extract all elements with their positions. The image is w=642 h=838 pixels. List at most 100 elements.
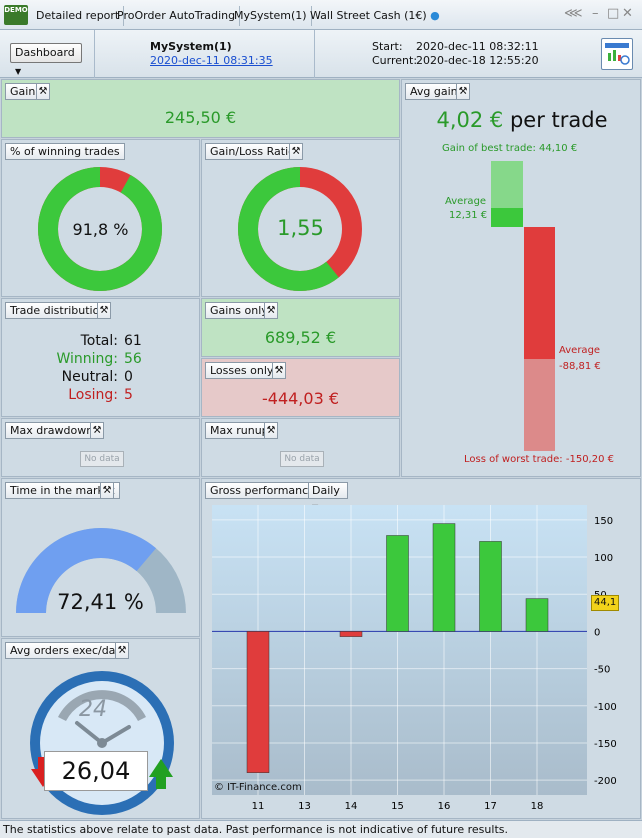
trade-dist-list: Total: 61 Winning: 56 Neutral: 0 Losing: 5 <box>2 332 201 404</box>
system-name: MySystem(1) <box>150 40 232 53</box>
losing-label: Losing: <box>68 387 118 403</box>
losses-only-panel: Losses only ⚒ -444,03 € <box>201 358 400 417</box>
wrench-icon[interactable]: ⚒ <box>289 143 303 160</box>
avg-gain-panel: Avg gain ⚒ 4,02 € per trade Gain of best… <box>401 79 641 477</box>
total-value: 61 <box>124 333 142 349</box>
gl-ratio-donut <box>238 167 362 291</box>
avg-positive-bar <box>491 208 523 227</box>
demo-logo: DEMO <box>4 5 28 25</box>
tab-wall-street-cash[interactable]: Wall Street Cash (1€) ● <box>310 9 440 22</box>
best-trade-label: Gain of best trade: 44,10 € <box>442 143 578 154</box>
wrench-icon[interactable]: ⚒ <box>90 422 104 439</box>
wrench-icon[interactable]: ⚒ <box>264 422 278 439</box>
share-icon[interactable]: ⋘ <box>564 6 583 21</box>
avg-negative-value: -88,81 € <box>559 361 601 372</box>
bar-16 <box>432 523 456 632</box>
losses-only-value: -444,03 € <box>261 389 340 408</box>
bar-11 <box>246 631 270 773</box>
max-runup-nodata: No data <box>280 451 324 467</box>
start-value: 2020-dec-11 08:32:11 <box>416 40 539 53</box>
minimize-icon[interactable]: – <box>592 6 599 21</box>
x-tick-label: 17 <box>484 801 497 812</box>
losses-only-title: Losses only <box>205 362 279 379</box>
max-drawdown-title: Max drawdown <box>5 422 99 439</box>
max-runup-panel: Max runup ⚒ No data <box>201 418 400 477</box>
system-date-link[interactable]: 2020-dec-11 08:31:35 <box>150 54 273 67</box>
gross-perf-watermark: © IT-Finance.com <box>214 782 302 793</box>
wrench-icon[interactable]: ⚒ <box>264 302 278 319</box>
avg-orders-dial: 24 <box>79 697 107 722</box>
gl-ratio-value: 1,55 <box>277 216 324 240</box>
x-tick-label: 16 <box>438 801 451 812</box>
wrench-icon[interactable]: ⚒ <box>272 362 286 379</box>
x-tick-label: 15 <box>391 801 404 812</box>
trade-dist-panel: Trade distribution ⚒ Total: 61 Winning: 56… <box>1 298 200 417</box>
y-tick-label: 100 <box>594 553 613 564</box>
bar-15 <box>386 535 409 632</box>
wrench-icon[interactable]: ⚒ <box>115 642 129 659</box>
current-value: 2020-dec-18 12:55:20 <box>416 54 539 67</box>
report-icon[interactable] <box>601 38 633 70</box>
avg-gain-value: 4,02 € <box>436 108 504 132</box>
winning-pct-value: 91,8 % <box>72 220 129 239</box>
gross-perf-title: Gross performance <box>205 482 320 499</box>
winning-pct-arc <box>38 167 162 291</box>
wrench-icon[interactable]: ⚒ <box>456 83 470 100</box>
x-tick-label: 13 <box>298 801 311 812</box>
gross-perf-panel: Gross performance Daily ▼ 150100500-50-1… <box>201 478 641 819</box>
close-icon[interactable]: ✕ <box>622 6 633 21</box>
winning-pct-panel: % of winning trades 91,8 % <box>1 139 200 297</box>
time-market-value: 72,41 % <box>57 590 144 614</box>
tab-detailed-report[interactable]: Detailed report <box>32 6 125 26</box>
time-market-panel: Time in the market ⚒ 72,41 % <box>1 478 200 637</box>
arrow-down-icon <box>31 757 55 787</box>
max-runup-title: Max runup <box>205 422 274 439</box>
gains-only-panel: Gains only ⚒ 689,52 € <box>201 298 400 357</box>
current-label: Current: <box>372 54 418 67</box>
avg-gain-bars <box>491 161 555 451</box>
avg-orders-panel: Avg orders exec/day ⚒ 24 26,04 <box>1 638 200 819</box>
losing-value: 5 <box>124 387 133 403</box>
y-tick-label: -50 <box>594 665 610 676</box>
y-tick-label: 0 <box>594 627 600 638</box>
avg-orders-clock <box>30 671 174 815</box>
neutral-value: 0 <box>124 369 133 385</box>
x-tick-label: 14 <box>345 801 358 812</box>
worst-trade-label: Loss of worst trade: -150,20 € <box>464 454 614 465</box>
wrench-icon[interactable]: ⚒ <box>36 83 50 100</box>
tab-proorder-autotrading[interactable]: ProOrder AutoTrading <box>113 6 241 26</box>
winning-label: Winning: <box>56 351 118 367</box>
last-value-badge: 44,1 <box>591 595 620 611</box>
avg-orders-title: Avg orders exec/day <box>5 642 127 659</box>
gl-ratio-panel: Gain/Loss Ratio ⚒ 1,55 <box>201 139 400 297</box>
total-label: Total: <box>80 333 118 349</box>
x-tick-label: 11 <box>252 801 265 812</box>
time-market-gauge <box>16 528 186 613</box>
wrench-icon[interactable]: ⚒ <box>97 302 111 319</box>
gain-title: Gain <box>5 83 41 100</box>
time-market-gauge-fill <box>16 528 157 613</box>
max-drawdown-panel: Max drawdown ⚒ No data <box>1 418 200 477</box>
avg-gain-suffix: per trade <box>509 108 608 132</box>
maximize-icon[interactable]: □ <box>607 6 620 21</box>
gain-value: 245,50 € <box>164 108 237 127</box>
avg-gain-title: Avg gain <box>405 83 463 100</box>
y-tick-label: -200 <box>594 776 617 787</box>
dashboard-dropdown[interactable]: Dashboard ▼ <box>10 43 82 76</box>
bar-14 <box>339 631 363 637</box>
y-tick-label: -100 <box>594 702 617 713</box>
avg-orders-value: 26,04 <box>44 751 148 791</box>
chevron-down-icon: ▼ <box>15 67 22 76</box>
chat-icon[interactable]: ● <box>430 9 440 22</box>
winning-pct-title: % of winning trades <box>5 143 125 160</box>
tab-mysystem[interactable]: MySystem(1) <box>230 6 312 26</box>
gain-panel: Gain ⚒ 245,50 € <box>1 79 400 138</box>
gl-ratio-title: Gain/Loss Ratio <box>205 143 300 160</box>
y-tick-label: 150 <box>594 516 613 527</box>
avg-negative-label: Average <box>559 345 601 356</box>
start-label: Start: <box>372 40 403 53</box>
wrench-icon[interactable]: ⚒ <box>100 482 114 499</box>
bar-17 <box>479 541 502 632</box>
tab-bar: DEMO Detailed report ProOrder AutoTradin… <box>0 0 642 30</box>
